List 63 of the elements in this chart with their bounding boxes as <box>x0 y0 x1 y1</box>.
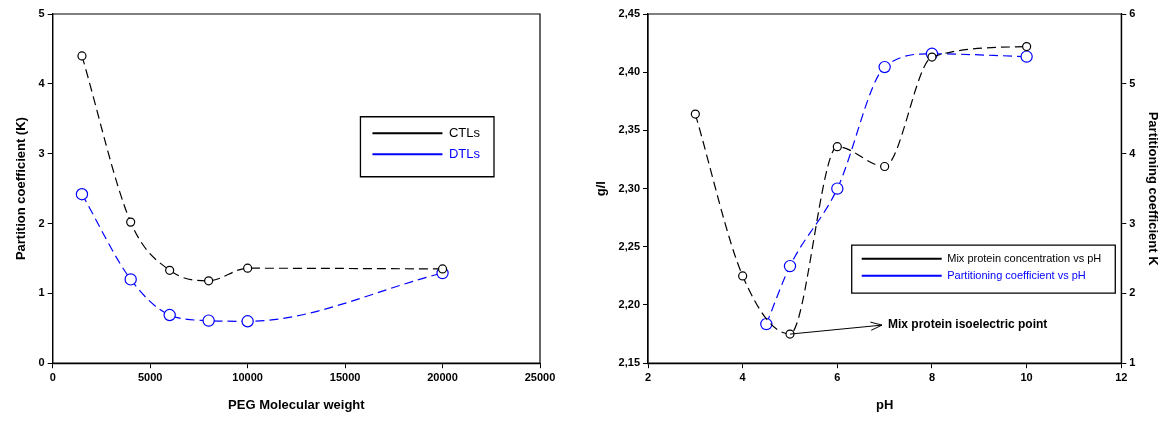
y2-tick-label: 2 <box>1129 286 1136 299</box>
y-axis-title: Partition coefficient (K) <box>13 117 29 261</box>
x-tick-label: 4 <box>739 370 747 383</box>
point <box>690 109 700 119</box>
x-tick-label: 15000 <box>329 370 361 383</box>
x-tick-label: 8 <box>928 370 936 383</box>
point <box>927 52 937 62</box>
y2-tick-label: 6 <box>1129 7 1136 20</box>
x-tick-label: 25000 <box>524 370 556 383</box>
y-tick-label: 2,30 <box>618 181 641 194</box>
point <box>243 263 253 273</box>
text: DTLs <box>448 145 481 161</box>
x-tick-label: 12 <box>1115 370 1128 383</box>
x-tick-label: 10 <box>1020 370 1033 383</box>
x-tick-label: 20000 <box>427 370 458 383</box>
point <box>204 276 214 286</box>
x-axis-title: pH <box>875 396 894 412</box>
x-tick-label: 2 <box>644 370 652 383</box>
y-tick-label: 2,15 <box>618 356 641 369</box>
point <box>880 161 890 172</box>
point <box>1020 50 1033 63</box>
text: Mix protein concentration vs pH <box>947 251 1102 264</box>
point <box>165 265 175 275</box>
y-tick-label: 2 <box>38 216 45 229</box>
point <box>202 314 215 327</box>
text: CTLs <box>448 124 481 140</box>
point <box>126 217 136 227</box>
point <box>241 315 254 328</box>
y-tick-label: 2,40 <box>618 65 641 78</box>
x-tick-label: 5000 <box>137 370 163 383</box>
y-tick-label: 0 <box>38 356 45 369</box>
annotation: Mix protein isoelectric point <box>887 317 1048 332</box>
y2-tick-label: 1 <box>1129 356 1136 369</box>
y-tick-label: 4 <box>38 76 46 89</box>
y-tick-label: 2,20 <box>618 298 641 311</box>
point <box>760 317 773 331</box>
x-tick-label: 6 <box>834 370 841 383</box>
x-tick-label: 0 <box>49 370 56 383</box>
point <box>878 60 891 74</box>
point <box>163 308 176 322</box>
point <box>832 142 842 152</box>
x-axis-title: PEG Molecular weight <box>228 396 366 412</box>
point <box>437 264 448 274</box>
y-tick-label: 2,35 <box>618 123 641 136</box>
y-tick-label: 2,45 <box>618 7 641 20</box>
y2-tick-label: 3 <box>1129 216 1136 229</box>
y-tick-label: 1 <box>38 286 45 299</box>
y2-axis-title: Partitioning coefficient K <box>1145 111 1161 267</box>
x-tick-label: 10000 <box>232 370 263 383</box>
point <box>1022 41 1032 52</box>
text: Partitioning coefficient vs pH <box>947 268 1086 281</box>
point <box>738 271 748 281</box>
point <box>831 182 844 195</box>
y-axis-title: g/l <box>593 181 609 197</box>
point <box>783 259 797 273</box>
point <box>75 187 89 201</box>
y-tick-label: 2,25 <box>618 239 641 252</box>
y-tick-label: 3 <box>38 146 45 159</box>
y2-tick-label: 5 <box>1129 76 1136 89</box>
point <box>77 51 87 61</box>
point <box>124 273 137 286</box>
y-tick-label: 5 <box>38 7 45 20</box>
y2-tick-label: 4 <box>1129 146 1137 159</box>
